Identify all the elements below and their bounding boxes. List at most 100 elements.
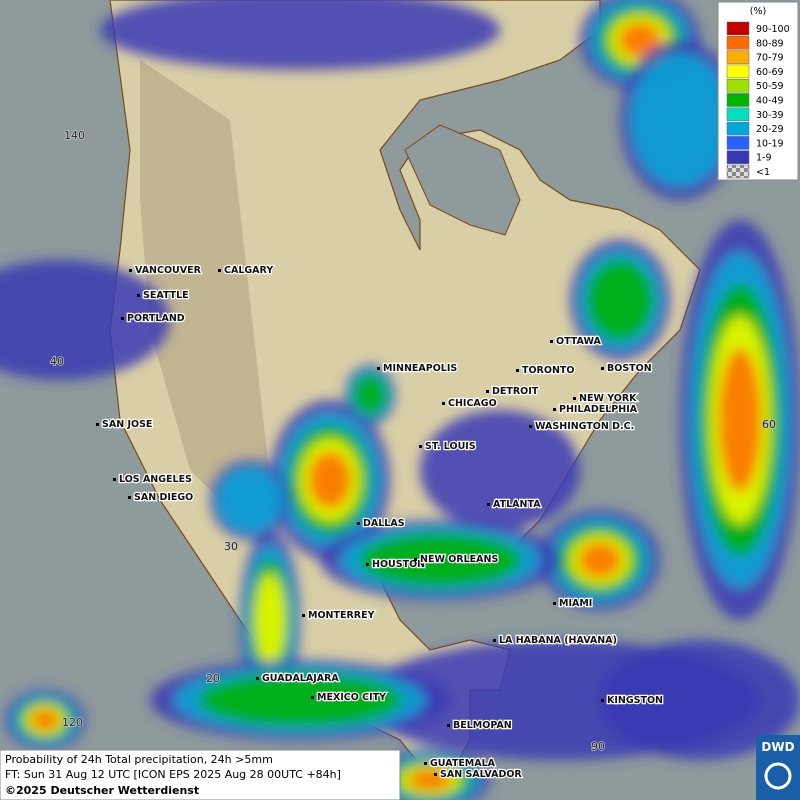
city-marker	[434, 773, 437, 776]
city-label: MINNEAPOLIS	[383, 363, 457, 374]
city-marker	[218, 269, 221, 272]
city-marker	[601, 699, 604, 702]
city-label: SAN DIEGO	[134, 492, 193, 503]
precip-area	[30, 709, 60, 731]
rockies	[140, 60, 270, 520]
precip-area	[254, 573, 286, 667]
legend-swatch	[726, 50, 750, 64]
legend-swatch	[726, 150, 750, 164]
legend: (%) 90-100 80-89 70-79 60-69 50-59 40-49 30-39 2…	[717, 1, 799, 181]
precip-area	[629, 52, 731, 188]
city-marker	[486, 390, 489, 393]
legend-swatch	[726, 121, 750, 136]
legend-label: 50-59	[756, 81, 784, 92]
city-label: ATLANTA	[493, 499, 541, 510]
city-marker	[129, 269, 132, 272]
precip-area	[600, 640, 800, 760]
grid-label: 90	[591, 740, 605, 753]
city-label: PHILADELPHIA	[559, 404, 638, 415]
precip-area	[420, 410, 580, 530]
city-marker	[487, 503, 490, 506]
city-label: CALGARY	[224, 265, 273, 276]
hudson-bay	[404, 124, 521, 236]
footer-line: ©2025 Deutscher Wetterdienst	[5, 784, 199, 797]
city-marker	[137, 294, 140, 297]
city-label: KINGSTON	[607, 695, 663, 706]
city-label: HOUSTON	[372, 559, 425, 570]
city-label: BELMOPAN	[453, 720, 512, 731]
logo-text: DWD	[761, 740, 794, 754]
precip-area	[308, 451, 352, 509]
city-marker	[516, 369, 519, 372]
city-marker	[493, 639, 496, 642]
legend-swatch	[726, 164, 750, 179]
legend-label: 80-89	[756, 38, 784, 49]
city-marker	[553, 602, 556, 605]
footer-line: FT: Sun 31 Aug 12 UTC [ICON EPS 2025 Aug…	[5, 768, 341, 781]
legend-swatch	[726, 36, 750, 50]
grid-label: 140	[64, 129, 85, 142]
city-marker	[442, 402, 445, 405]
legend-label: 90-100	[756, 24, 790, 35]
legend-title: (%)	[750, 6, 766, 17]
city-marker	[366, 563, 369, 566]
city-marker	[447, 724, 450, 727]
precip-area	[358, 532, 522, 588]
grid-label: 120	[62, 716, 83, 729]
city-label: ST. LOUIS	[425, 441, 476, 452]
legend-label: 60-69	[756, 67, 784, 78]
city-marker	[128, 496, 131, 499]
city-label: PORTLAND	[127, 313, 185, 324]
logo-icon	[764, 762, 792, 790]
city-marker	[377, 367, 380, 370]
city-marker	[357, 522, 360, 525]
city-label: GUADALAJARA	[262, 673, 339, 684]
legend-swatch	[726, 136, 750, 150]
city-marker	[601, 367, 604, 370]
legend-swatch	[726, 107, 750, 122]
grid-label: 60	[762, 418, 776, 431]
city-label: CHICAGO	[448, 398, 497, 409]
footer-box	[0, 749, 401, 800]
city-marker	[414, 558, 417, 561]
grid-label: 40	[50, 355, 64, 368]
legend-swatch	[726, 64, 750, 79]
legend-label: <1	[756, 167, 770, 178]
city-marker	[113, 478, 116, 481]
precip-area	[216, 466, 284, 534]
city-label: SAN SALVADOR	[440, 769, 522, 780]
city-marker	[256, 677, 259, 680]
precip-area	[408, 769, 452, 791]
city-label: MIAMI	[559, 598, 592, 609]
precip-area	[618, 22, 662, 58]
legend-swatch	[726, 21, 750, 36]
precip-area	[718, 348, 762, 492]
city-marker	[529, 425, 532, 428]
city-label: MONTERREY	[308, 610, 375, 621]
city-marker	[121, 317, 124, 320]
city-marker	[96, 423, 99, 426]
legend-label: 40-49	[756, 96, 784, 107]
city-label: DETROIT	[492, 386, 539, 397]
precip-area	[0, 260, 170, 380]
logo: DWD	[756, 735, 800, 800]
city-marker	[424, 762, 427, 765]
city-marker	[573, 397, 576, 400]
footer-line: Probability of 24h Total precipitation, …	[5, 753, 273, 766]
grid-label: 30	[224, 540, 238, 553]
precip-area	[198, 672, 402, 728]
city-marker	[553, 408, 556, 411]
city-label: NEW YORK	[579, 393, 637, 404]
city-marker	[419, 445, 422, 448]
city-marker	[550, 340, 553, 343]
city-label: SAN JOSE	[102, 419, 152, 430]
legend-label: 10-19	[756, 138, 784, 149]
legend-label: 1-9	[756, 153, 772, 164]
precip-area	[100, 0, 500, 70]
city-label: LA HABANA (HAVANA)	[499, 635, 617, 646]
labels: VANCOUVER CALGARY SEATTLE PORTLAND MINNEAPOL…	[49, 128, 777, 781]
legend-label: 20-29	[756, 124, 784, 135]
city-label: MEXICO CITY	[317, 692, 386, 703]
